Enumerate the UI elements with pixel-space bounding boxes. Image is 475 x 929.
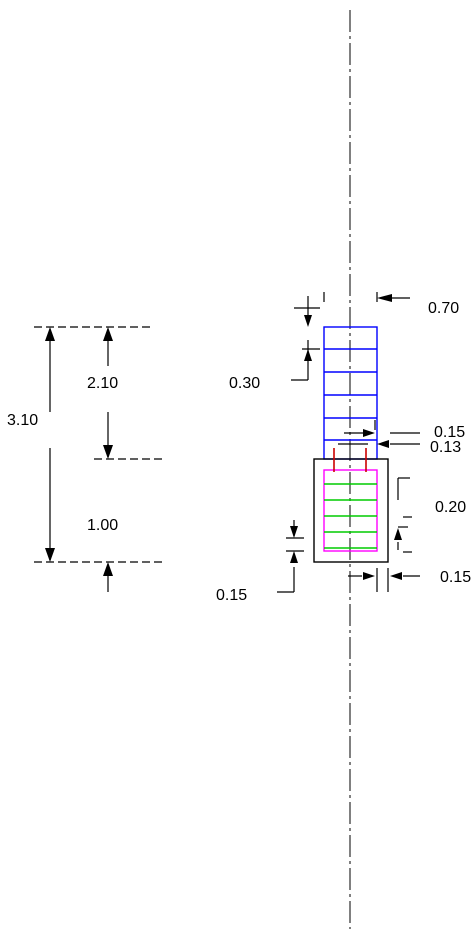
dim-top-offset-arrows (304, 315, 312, 361)
dim-footing-cover-right: 0.15 (440, 569, 471, 586)
dim-cover-arrows (363, 429, 389, 448)
dim-cover-b: 0.13 (430, 439, 461, 456)
dim-total-height: 3.10 (7, 412, 38, 429)
dim-footing-cover-bottom-lines (277, 520, 304, 593)
dim-footing-cover-right-lines (348, 568, 420, 592)
footing-rebar (324, 483, 377, 549)
dim-footing-cover-bottom: 0.15 (216, 587, 247, 604)
dim-footing-cover-right-arrows (363, 572, 402, 580)
dim-cover-lines (338, 420, 420, 445)
footing-outline (313, 458, 389, 563)
dim-footing-cover-bottom-arrows (290, 526, 298, 563)
dim-column-height: 2.10 (87, 375, 118, 392)
dim-top-offset-lines (291, 296, 320, 381)
dim-footing-offset: 0.20 (435, 499, 466, 516)
dim-footing-offset-lines (397, 477, 412, 553)
dim-footing-offset-arrow (394, 528, 402, 540)
starter-bars (333, 448, 367, 472)
dim-cover-a: 0.15 (434, 424, 465, 441)
dim-top-offset: 0.30 (229, 375, 260, 392)
dim-column-width-arrow (377, 294, 392, 302)
dim-column-width: 0.70 (428, 300, 459, 317)
left-arrowheads (45, 327, 113, 576)
dim-footing-depth: 1.00 (87, 517, 118, 534)
footing-stirrup (323, 469, 378, 552)
dim-column-width-lines (323, 292, 410, 302)
